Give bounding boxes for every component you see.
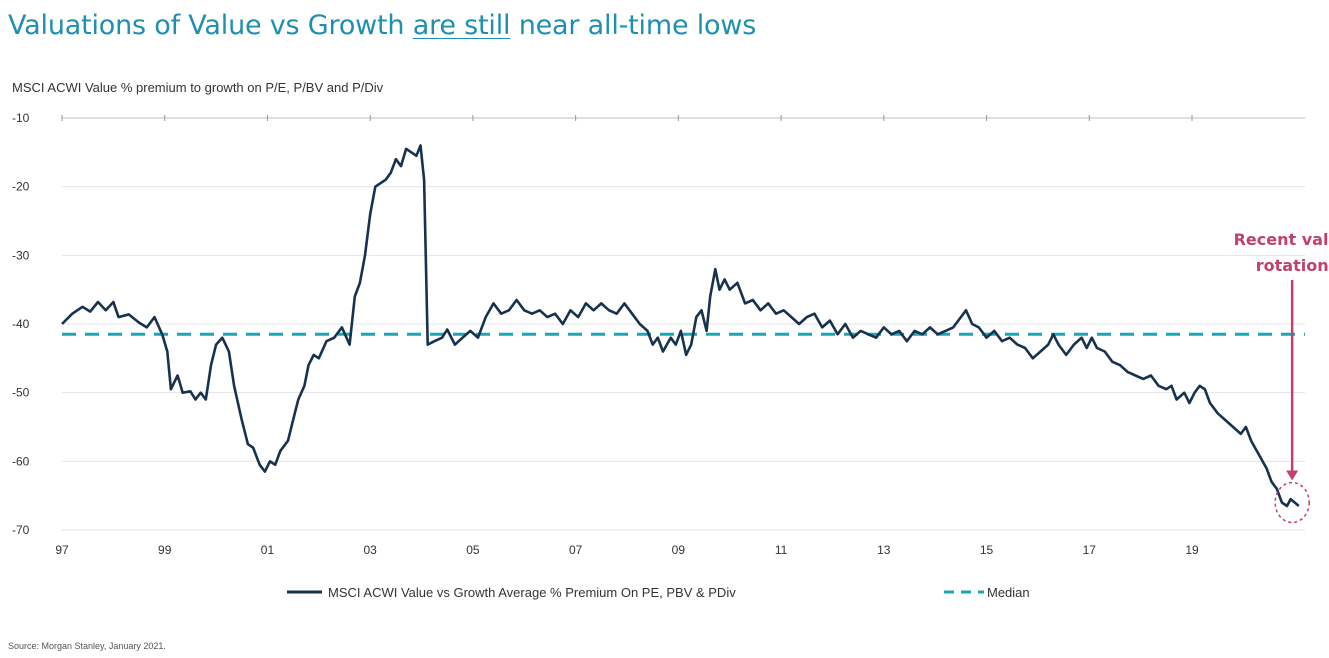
series-line [61, 144, 1300, 508]
x-tick-label: 05 [466, 543, 480, 557]
y-tick-label: -50 [12, 386, 30, 400]
x-tick-label: 97 [55, 543, 69, 557]
x-tick-label: 15 [980, 543, 994, 557]
annotation-text-line-2: rotation [1256, 256, 1329, 275]
x-tick-label: 03 [364, 543, 378, 557]
annotation-circle [1274, 481, 1310, 524]
legend: MSCI ACWI Value vs Growth Average % Prem… [287, 585, 1030, 600]
y-tick-label: -40 [12, 317, 30, 331]
x-tick-label: 17 [1083, 543, 1097, 557]
y-tick-label: -10 [12, 111, 30, 125]
source-note: Source: Morgan Stanley, January 2021. [8, 641, 166, 651]
annotation-arrowhead [1286, 470, 1299, 481]
grid-lines [62, 117, 1305, 531]
x-tick-label: 01 [261, 543, 275, 557]
title-part-2-underlined: are still [412, 10, 511, 41]
x-tick-label: 99 [158, 543, 172, 557]
legend-median-label: Median [987, 585, 1030, 600]
legend-series-label: MSCI ACWI Value vs Growth Average % Prem… [328, 585, 736, 600]
x-tick-label: 13 [877, 543, 891, 557]
annotation-text-line-1: Recent value [1234, 230, 1329, 249]
y-tick-label: -60 [12, 454, 30, 468]
x-tick-label: 09 [672, 543, 686, 557]
page-title: Valuations of Value vs Growth are still … [8, 10, 756, 41]
chart-subtitle: MSCI ACWI Value % premium to growth on P… [12, 80, 384, 95]
title-part-1: Valuations of Value vs Growth [8, 10, 413, 41]
line-chart: -10 -20 -30 -40 -50 -60 -70 97 99 01 03 05 07 09 11 13… [12, 111, 1329, 600]
x-tick-label: 11 [775, 543, 788, 557]
title-part-3: near all-time lows [510, 10, 757, 41]
y-tick-label: -20 [12, 180, 30, 194]
y-tick-label: -30 [12, 248, 30, 262]
annotation: Recent value rotation [1234, 230, 1329, 524]
x-tick-label: 19 [1185, 543, 1199, 557]
x-tick-label: 07 [569, 543, 583, 557]
y-axis-ticks: -10 -20 -30 -40 -50 -60 -70 [12, 111, 30, 537]
x-axis-ticks: 97 99 01 03 05 07 09 11 13 15 17 19 [55, 115, 1199, 557]
y-tick-label: -70 [12, 523, 30, 537]
